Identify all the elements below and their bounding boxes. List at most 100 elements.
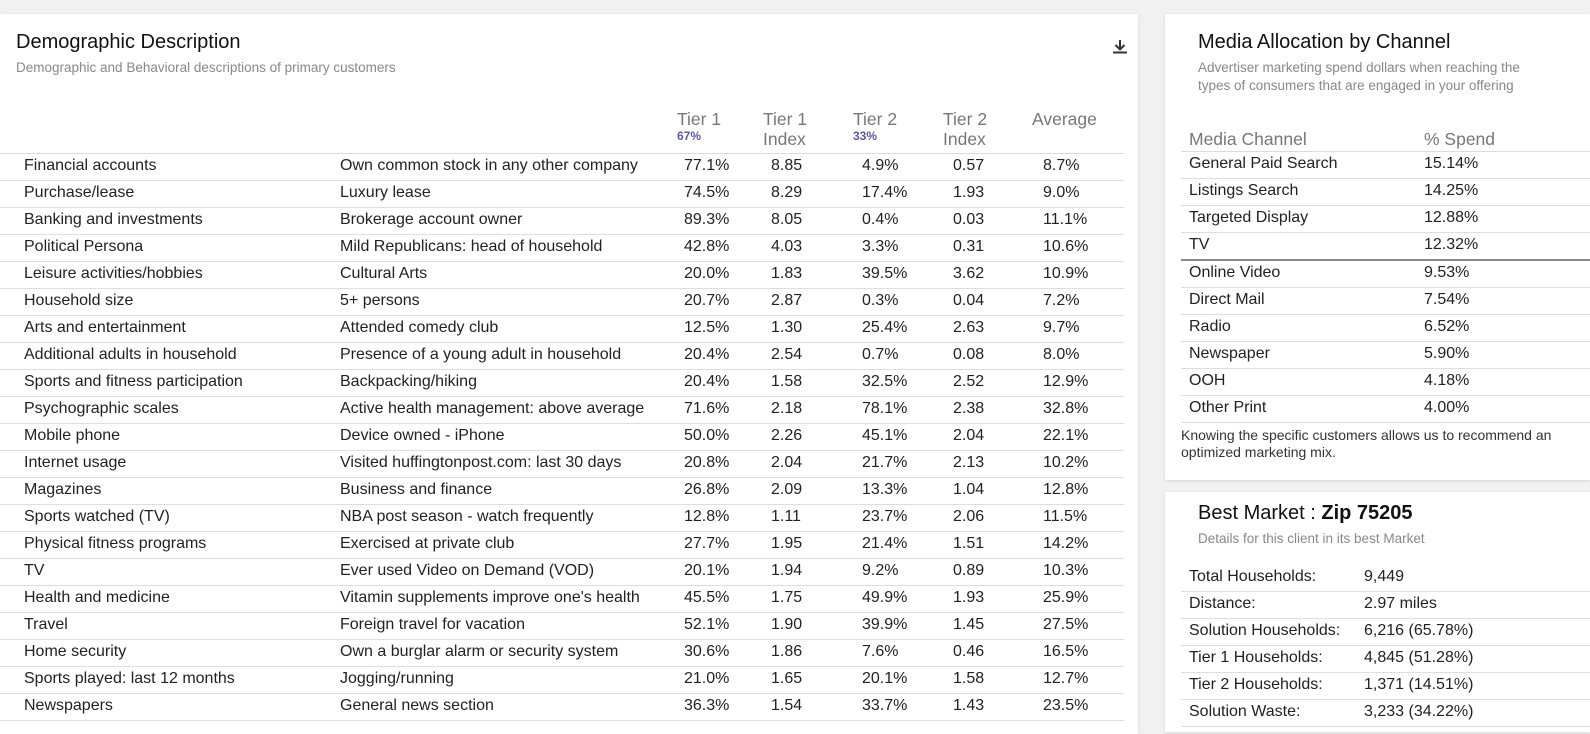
media-channel-name: General Paid Search <box>1189 155 1338 172</box>
row-tier1-index: 8.85 <box>771 157 803 174</box>
media-row[interactable]: OOH 4.18% <box>1181 369 1590 396</box>
row-average: 25.9% <box>1043 589 1089 606</box>
col-average[interactable]: Average <box>1032 109 1097 129</box>
table-row[interactable]: Banking and investments Brokerage account… <box>0 208 1124 235</box>
media-row[interactable]: Other Print 4.00% <box>1181 396 1590 423</box>
row-average: 10.2% <box>1043 454 1089 471</box>
media-row[interactable]: Targeted Display 12.88% <box>1181 206 1590 233</box>
table-row[interactable]: Newspapers General news section 36.3% 1.54 3… <box>0 694 1124 721</box>
row-tier2-index: 0.03 <box>953 211 985 228</box>
table-row[interactable]: Household size 5+ persons 20.7% 2.87 0.3% 0.0… <box>0 289 1124 316</box>
row-average: 32.8% <box>1043 400 1089 417</box>
media-table-header: Media Channel % Spend <box>1181 128 1590 152</box>
row-tier2-index: 2.38 <box>953 400 985 417</box>
row-category: Health and medicine <box>24 589 170 606</box>
table-row[interactable]: Leisure activities/hobbies Cultural Arts 2… <box>0 262 1124 289</box>
table-row[interactable]: Health and medicine Vitamin supplements i… <box>0 586 1124 613</box>
row-average: 22.1% <box>1043 427 1089 444</box>
row-description: Vitamin supplements improve one's health <box>340 589 640 606</box>
row-tier2: 7.6% <box>862 643 899 660</box>
media-row[interactable]: TV 12.32% <box>1181 233 1590 261</box>
table-row[interactable]: Political Persona Mild Republicans: head … <box>0 235 1124 262</box>
row-tier2-index: 3.62 <box>953 265 985 282</box>
table-row[interactable]: Purchase/lease Luxury lease 74.5% 8.29 17.4%… <box>0 181 1124 208</box>
table-row[interactable]: Internet usage Visited huffingtonpost.com… <box>0 451 1124 478</box>
col-tier1[interactable]: Tier 1 67% <box>677 109 721 143</box>
table-row[interactable]: Travel Foreign travel for vacation 52.1% 1.… <box>0 613 1124 640</box>
media-subtitle: Advertiser marketing spend dollars when … <box>1198 59 1520 95</box>
media-channel-name: Radio <box>1189 318 1231 335</box>
table-row[interactable]: Mobile phone Device owned - iPhone 50.0% 2.… <box>0 424 1124 451</box>
row-average: 10.6% <box>1043 238 1089 255</box>
row-average: 7.2% <box>1043 292 1080 309</box>
row-description: Backpacking/hiking <box>340 373 477 390</box>
row-tier1: 71.6% <box>684 400 730 417</box>
media-row[interactable]: Newspaper 5.90% <box>1181 342 1590 369</box>
row-tier1: 20.0% <box>684 265 730 282</box>
demographic-table-body: Financial accounts Own common stock in an… <box>0 154 1124 721</box>
market-value: 1,371 (14.51%) <box>1364 676 1474 693</box>
row-tier1: 20.4% <box>684 373 730 390</box>
row-tier1: 12.8% <box>684 508 730 525</box>
row-tier1: 20.1% <box>684 562 730 579</box>
market-row: Solution Waste: 3,233 (34.22%) <box>1181 700 1590 727</box>
download-icon[interactable] <box>1108 35 1132 59</box>
row-category: Arts and entertainment <box>24 319 186 336</box>
row-tier2-index: 0.31 <box>953 238 985 255</box>
media-row[interactable]: Online Video 9.53% <box>1181 261 1590 288</box>
table-row[interactable]: Arts and entertainment Attended comedy cl… <box>0 316 1124 343</box>
row-description: Jogging/running <box>340 670 454 687</box>
row-average: 11.1% <box>1043 211 1088 228</box>
row-tier1-index: 1.90 <box>771 616 803 633</box>
media-spend-value: 9.53% <box>1424 264 1470 281</box>
row-average: 9.0% <box>1043 184 1080 201</box>
table-row[interactable]: Sports watched (TV) NBA post season - wat… <box>0 505 1124 532</box>
row-description: Active health management: above average <box>340 400 645 417</box>
media-spend-value: 15.14% <box>1424 155 1479 172</box>
table-row[interactable]: Sports and fitness participation Backpack… <box>0 370 1124 397</box>
row-tier2: 13.3% <box>862 481 908 498</box>
table-row[interactable]: Physical fitness programs Exercised at pr… <box>0 532 1124 559</box>
table-row[interactable]: Sports played: last 12 months Jogging/run… <box>0 667 1124 694</box>
col-spend[interactable]: % Spend <box>1424 129 1496 149</box>
media-row[interactable]: Radio 6.52% <box>1181 315 1590 342</box>
row-category: Psychographic scales <box>24 400 179 417</box>
row-category: Sports watched (TV) <box>24 508 170 525</box>
table-row[interactable]: Psychographic scales Active health manage… <box>0 397 1124 424</box>
row-tier2-index: 2.04 <box>953 427 985 444</box>
row-tier2-index: 2.13 <box>953 454 985 471</box>
market-row: Tier 2 Households: 1,371 (14.51%) <box>1181 673 1590 700</box>
media-row[interactable]: Direct Mail 7.54% <box>1181 288 1590 315</box>
table-row[interactable]: Financial accounts Own common stock in an… <box>0 154 1124 181</box>
table-row[interactable]: TV Ever used Video on Demand (VOD) 20.1% 1.… <box>0 559 1124 586</box>
row-description: Mild Republicans: head of household <box>340 238 603 255</box>
row-category: Home security <box>24 643 127 660</box>
row-average: 8.0% <box>1043 346 1080 363</box>
col-tier2-index[interactable]: Tier 2 Index <box>943 109 987 149</box>
col-media-channel[interactable]: Media Channel <box>1189 129 1307 149</box>
media-row[interactable]: Listings Search 14.25% <box>1181 179 1590 206</box>
media-row[interactable]: General Paid Search 15.14% <box>1181 152 1590 179</box>
row-description: Own a burglar alarm or security system <box>340 643 619 660</box>
market-label: Tier 2 Households: <box>1189 676 1323 693</box>
col-tier2[interactable]: Tier 2 33% <box>853 109 897 143</box>
media-note-line1: Knowing the specific customers allows us… <box>1181 427 1552 443</box>
col-tier1-index[interactable]: Tier 1 Index <box>763 109 807 149</box>
table-row[interactable]: Additional adults in household Presence o… <box>0 343 1124 370</box>
row-description: Business and finance <box>340 481 493 498</box>
row-tier2-index: 1.43 <box>953 697 985 714</box>
row-tier1: 45.5% <box>684 589 730 606</box>
col-tier2-index-label-a: Tier 2 <box>943 109 988 129</box>
media-spend-value: 5.90% <box>1424 345 1470 362</box>
row-category: Purchase/lease <box>24 184 135 201</box>
media-channel-name: Listings Search <box>1189 182 1299 199</box>
table-row[interactable]: Magazines Business and finance 26.8% 2.09 13… <box>0 478 1124 505</box>
media-subtitle-line1: Advertiser marketing spend dollars when … <box>1198 60 1520 75</box>
market-value: 6,216 (65.78%) <box>1364 622 1474 639</box>
row-tier1: 50.0% <box>684 427 730 444</box>
table-row[interactable]: Home security Own a burglar alarm or secu… <box>0 640 1124 667</box>
row-average: 12.8% <box>1043 481 1089 498</box>
row-average: 27.5% <box>1043 616 1089 633</box>
row-category: Travel <box>24 616 68 633</box>
media-spend-value: 14.25% <box>1424 182 1479 199</box>
